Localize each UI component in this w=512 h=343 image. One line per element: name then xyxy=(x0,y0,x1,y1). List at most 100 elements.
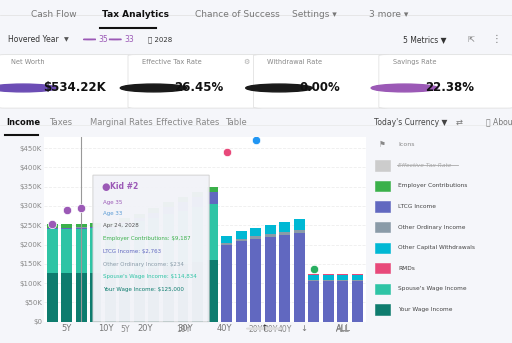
Bar xyxy=(148,217,159,268)
Bar xyxy=(61,224,72,228)
Bar xyxy=(178,202,188,211)
Text: Tax Analytics: Tax Analytics xyxy=(102,10,169,19)
FancyBboxPatch shape xyxy=(93,175,209,322)
Circle shape xyxy=(83,39,96,40)
Bar xyxy=(236,241,247,322)
Text: Effective Tax Rate: Effective Tax Rate xyxy=(398,163,452,168)
Text: Other Ordinary Income: Other Ordinary Income xyxy=(398,225,466,229)
Bar xyxy=(294,219,305,230)
Text: 26.45%: 26.45% xyxy=(174,82,223,94)
Bar xyxy=(119,223,131,224)
Bar xyxy=(375,243,390,253)
Text: Today's Currency ▼: Today's Currency ▼ xyxy=(374,118,447,127)
Text: Savings Rate: Savings Rate xyxy=(393,59,436,64)
Text: Cash Flow: Cash Flow xyxy=(31,10,76,19)
Bar xyxy=(221,245,232,322)
Bar xyxy=(192,207,203,262)
Bar xyxy=(352,281,363,322)
Bar xyxy=(337,280,348,281)
Text: Withdrawal Rate: Withdrawal Rate xyxy=(267,59,323,64)
Bar xyxy=(207,192,218,204)
Bar xyxy=(207,260,218,322)
Bar xyxy=(250,239,261,322)
Text: LTCG Income: LTCG Income xyxy=(398,204,436,209)
Text: ●: ● xyxy=(102,182,110,192)
Bar xyxy=(294,233,305,322)
Bar xyxy=(250,228,261,236)
Bar xyxy=(375,201,390,212)
Text: 10Y: 10Y xyxy=(98,324,114,333)
Bar xyxy=(352,280,363,281)
Bar xyxy=(352,274,363,275)
Bar xyxy=(178,211,188,264)
Text: Effective Tax Rate: Effective Tax Rate xyxy=(142,59,202,64)
Text: 0.00%: 0.00% xyxy=(300,82,340,94)
Bar xyxy=(207,204,218,260)
Text: Spouse's Wage Income: $114,834: Spouse's Wage Income: $114,834 xyxy=(103,274,197,280)
Bar xyxy=(91,223,101,227)
Bar xyxy=(279,235,290,322)
Bar xyxy=(163,214,174,266)
Bar xyxy=(192,198,203,207)
Bar xyxy=(323,280,334,281)
Bar xyxy=(308,275,319,280)
Bar xyxy=(76,227,87,229)
Bar xyxy=(265,225,275,234)
Bar xyxy=(61,273,72,322)
Bar xyxy=(91,227,101,228)
Text: Spouse's Wage Income: Spouse's Wage Income xyxy=(398,286,467,291)
Bar xyxy=(47,224,58,228)
Text: ⇱: ⇱ xyxy=(467,35,475,44)
Text: ↓: ↓ xyxy=(301,324,307,333)
Bar xyxy=(337,275,348,280)
Text: Age 35: Age 35 xyxy=(103,200,122,205)
Text: 📅 2028: 📅 2028 xyxy=(148,36,173,43)
Bar xyxy=(119,272,131,322)
Bar xyxy=(308,280,319,281)
Bar xyxy=(148,268,159,322)
Bar xyxy=(134,218,145,221)
Circle shape xyxy=(246,328,282,329)
FancyBboxPatch shape xyxy=(128,55,264,108)
Bar xyxy=(279,222,290,232)
Text: Table: Table xyxy=(225,118,247,127)
Bar xyxy=(250,236,261,239)
Bar xyxy=(337,281,348,322)
Text: Employer Contributions: $9,187: Employer Contributions: $9,187 xyxy=(103,236,190,241)
Bar xyxy=(323,281,334,322)
Text: 5Y: 5Y xyxy=(61,324,71,333)
Bar xyxy=(279,232,290,235)
Text: Effective Rates: Effective Rates xyxy=(156,118,220,127)
Bar xyxy=(134,221,145,270)
Bar xyxy=(375,222,390,232)
Text: 20Y: 20Y xyxy=(138,324,153,333)
Text: ALL: ALL xyxy=(336,324,351,333)
Text: ⋮: ⋮ xyxy=(492,34,502,45)
Text: 30Y: 30Y xyxy=(177,324,193,333)
Text: LTCG Income: $2,763: LTCG Income: $2,763 xyxy=(103,249,161,254)
Text: 33: 33 xyxy=(124,35,134,44)
Text: 5 Metrics ▼: 5 Metrics ▼ xyxy=(403,35,446,44)
Bar xyxy=(134,214,145,218)
Text: $534.22K: $534.22K xyxy=(44,82,106,94)
Text: Net Worth: Net Worth xyxy=(11,59,45,64)
FancyBboxPatch shape xyxy=(379,55,512,108)
Bar xyxy=(105,227,116,228)
Text: ⚙: ⚙ xyxy=(243,59,249,64)
FancyBboxPatch shape xyxy=(0,55,133,108)
Bar xyxy=(207,187,218,192)
Bar xyxy=(119,218,131,223)
Text: 35: 35 xyxy=(99,35,109,44)
Bar xyxy=(47,273,58,322)
Circle shape xyxy=(0,84,56,92)
Text: 40Y: 40Y xyxy=(217,324,232,333)
Bar xyxy=(148,213,159,217)
Bar xyxy=(163,202,174,207)
Text: ⚑: ⚑ xyxy=(378,140,386,149)
Text: Taxes: Taxes xyxy=(49,118,72,127)
Bar xyxy=(323,275,334,280)
Bar xyxy=(221,243,232,245)
Text: ⓘ About: ⓘ About xyxy=(486,118,512,127)
Bar xyxy=(265,237,275,322)
Text: Employer Contributions: Employer Contributions xyxy=(398,184,467,188)
